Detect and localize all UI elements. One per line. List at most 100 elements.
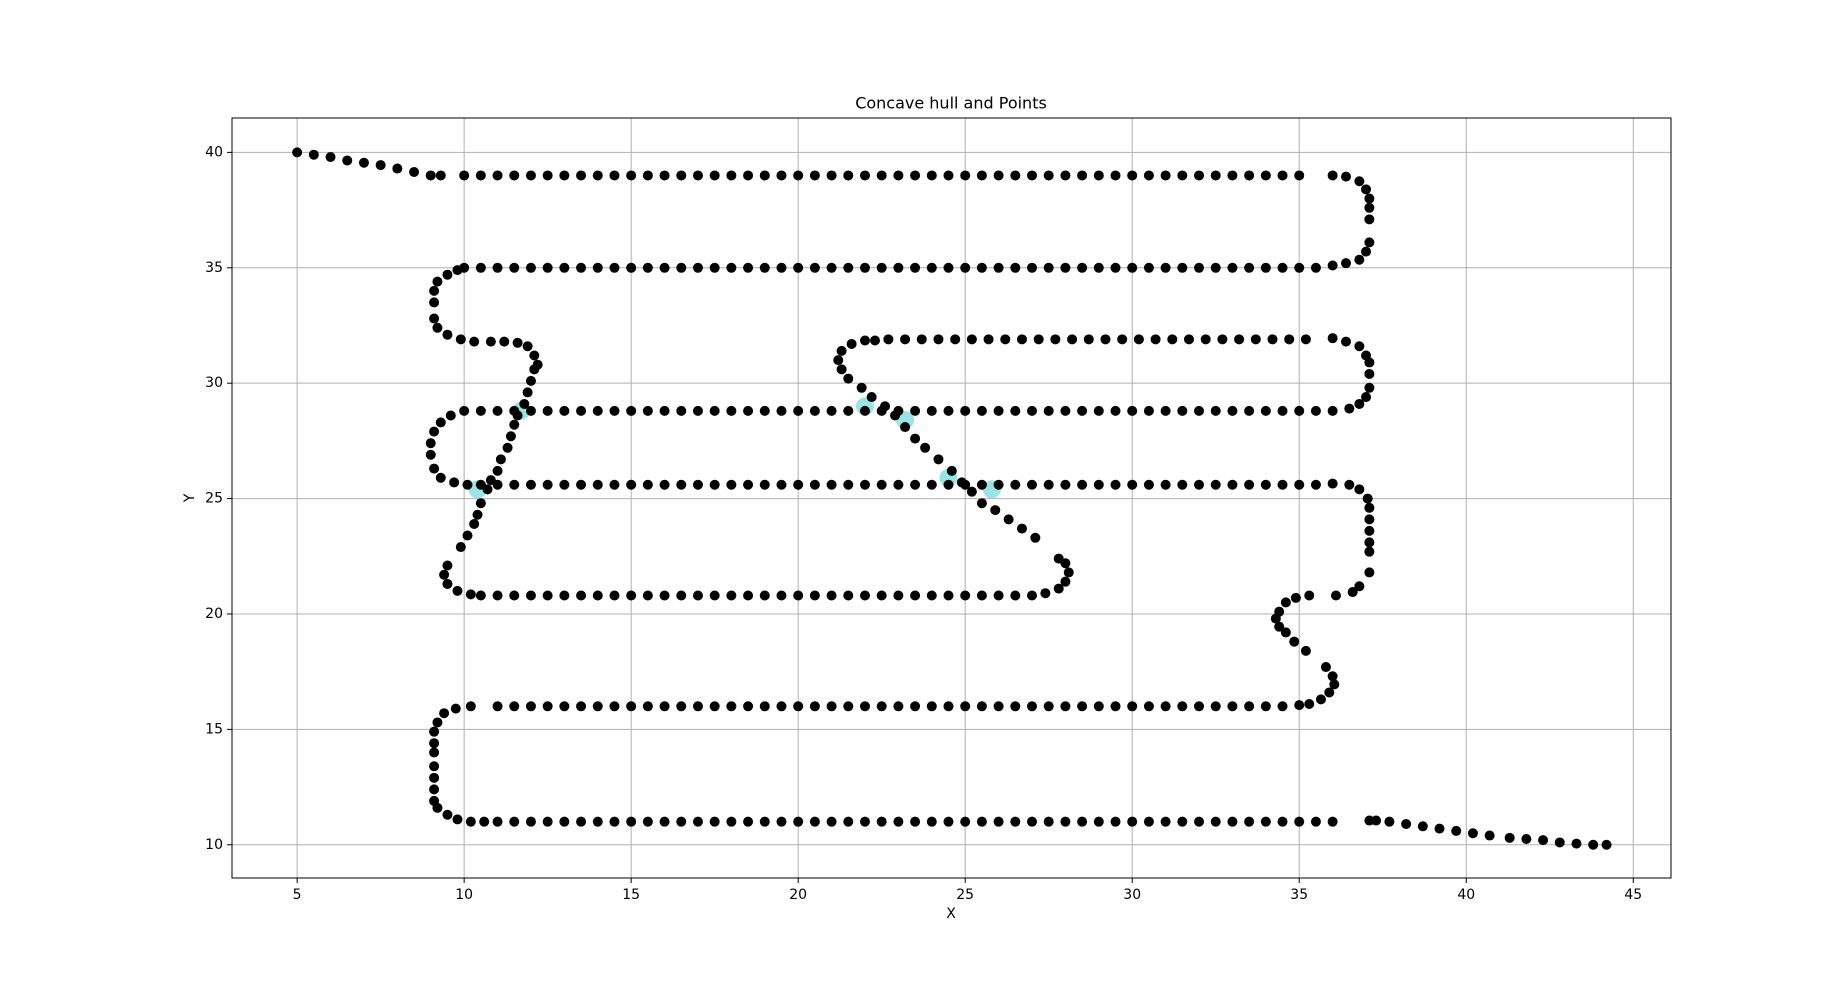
point [1327,816,1338,827]
point [759,405,770,416]
point [943,405,954,416]
point [425,438,436,449]
point [475,405,486,416]
point [1093,405,1104,416]
point [509,262,520,273]
point [743,479,754,490]
point [499,336,510,347]
point [429,738,440,749]
point [926,590,937,601]
point [993,590,1004,601]
point [1364,357,1375,368]
point [726,590,737,601]
point [1133,334,1144,345]
point [609,479,620,490]
point [1000,334,1011,345]
point [1277,816,1288,827]
point [659,701,670,712]
point [432,802,443,813]
point [726,479,737,490]
point [609,262,620,273]
point [505,431,516,442]
x-tick-label: 45 [1624,887,1642,903]
point [1077,405,1088,416]
point [1227,701,1238,712]
point [559,701,570,712]
point [1060,576,1071,587]
y-tick-label: 20 [205,606,223,622]
point [1200,334,1211,345]
point [859,701,870,712]
point [559,170,570,181]
point [525,816,536,827]
point [469,518,480,529]
x-axis-label: X [946,906,956,922]
point [1227,170,1238,181]
point [1150,334,1161,345]
point [1267,334,1278,345]
point [910,479,921,490]
point [976,170,987,181]
point [709,590,720,601]
plot-frame [231,117,1672,879]
point [1016,523,1027,534]
point [1027,262,1038,273]
point [1127,170,1138,181]
point [1177,816,1188,827]
y-tick-label: 40 [205,144,223,160]
point [462,479,473,490]
point [859,405,870,416]
point [776,816,787,827]
point [435,417,446,428]
point [1210,479,1221,490]
point [1362,493,1373,504]
point [966,334,977,345]
point [1110,701,1121,712]
point [559,405,570,416]
point [1354,484,1365,495]
point [1010,479,1021,490]
point [450,703,461,714]
point [1110,405,1121,416]
point [429,313,440,324]
point [1364,546,1375,557]
point [759,701,770,712]
point [1244,701,1255,712]
point [976,479,987,490]
point [1127,262,1138,273]
point [759,170,770,181]
point [375,160,386,171]
point [626,479,637,490]
point [1160,170,1171,181]
point [876,816,887,827]
point [1077,479,1088,490]
point [900,334,911,345]
point [479,816,490,827]
point [776,590,787,601]
point [542,170,553,181]
point [743,405,754,416]
point [910,433,921,444]
point [926,405,937,416]
point [626,262,637,273]
point [933,454,944,465]
point [1344,403,1355,414]
point [676,701,687,712]
point [859,335,870,346]
point [726,262,737,273]
point [1327,170,1338,181]
point [1260,701,1271,712]
point [893,590,904,601]
point [1260,479,1271,490]
point [1364,368,1375,379]
point [1294,479,1305,490]
point [1244,262,1255,273]
point [609,701,620,712]
point [976,498,987,509]
point [1027,701,1038,712]
point [1324,687,1335,698]
point [459,405,470,416]
point [859,816,870,827]
point [1210,405,1221,416]
point [1361,246,1372,257]
